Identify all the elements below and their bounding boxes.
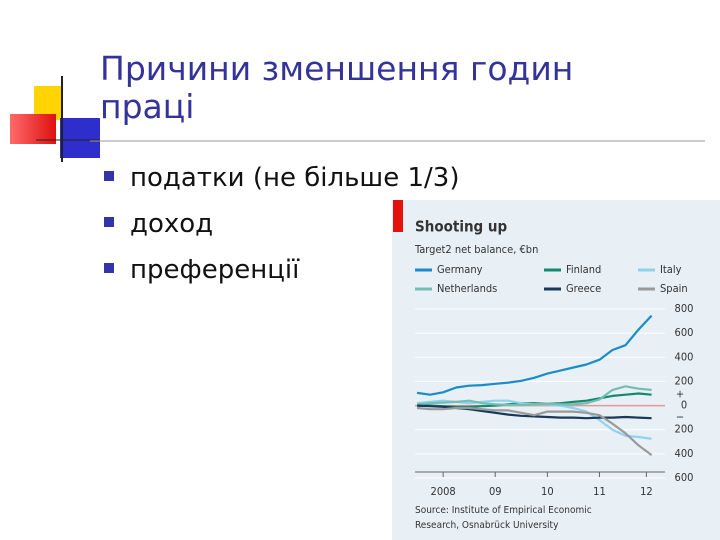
y-tick-label: 400 [675, 447, 694, 460]
y-tick-label: 600 [675, 326, 694, 339]
chart-title: Shooting up [415, 218, 508, 236]
legend-label: Spain [660, 282, 688, 295]
bullet-text: податки (не більше 1/3) [130, 163, 459, 193]
x-tick-label: 10 [541, 485, 554, 498]
series-line [416, 385, 652, 407]
sign-label: + [676, 388, 684, 401]
bullet-text: преференції [130, 255, 300, 285]
x-tick-label: 2008 [431, 485, 456, 498]
legend-label: Netherlands [437, 282, 497, 295]
accent-bar [393, 200, 403, 232]
bullet-marker [104, 171, 114, 181]
series-line [416, 314, 653, 396]
deco-red [10, 114, 56, 144]
series-line [417, 392, 652, 408]
legend-label: Finland [566, 263, 601, 276]
y-tick-label: 0 [681, 399, 687, 412]
legend-label: Italy [660, 263, 682, 276]
legend-label: Germany [437, 263, 483, 276]
legend-label: Greece [566, 282, 601, 295]
x-tick-label: 11 [593, 485, 606, 498]
y-tick-label: 400 [675, 350, 694, 363]
bullet-marker [104, 263, 114, 273]
x-tick-label: 12 [640, 485, 653, 498]
y-tick-label: 800 [675, 302, 694, 315]
y-tick-label: 600 [675, 471, 694, 484]
source: Research, Osnabrück University [415, 520, 559, 531]
chart-subtitle: Target2 net balance, €bn [414, 243, 538, 256]
bullet-text: доход [130, 209, 213, 239]
y-tick-label: 200 [675, 374, 694, 387]
y-tick-label: 200 [675, 423, 694, 436]
slide-title: Причини зменшення годин [100, 49, 573, 88]
sign-label: − [676, 411, 684, 424]
deco-blue [60, 118, 100, 158]
source: Source: Institute of Empirical Economic [415, 505, 592, 516]
series-line [416, 406, 653, 456]
x-tick-label: 09 [489, 485, 502, 498]
bullet-marker [104, 217, 114, 227]
chart-background [392, 200, 720, 540]
slide-title: праці [100, 87, 194, 126]
